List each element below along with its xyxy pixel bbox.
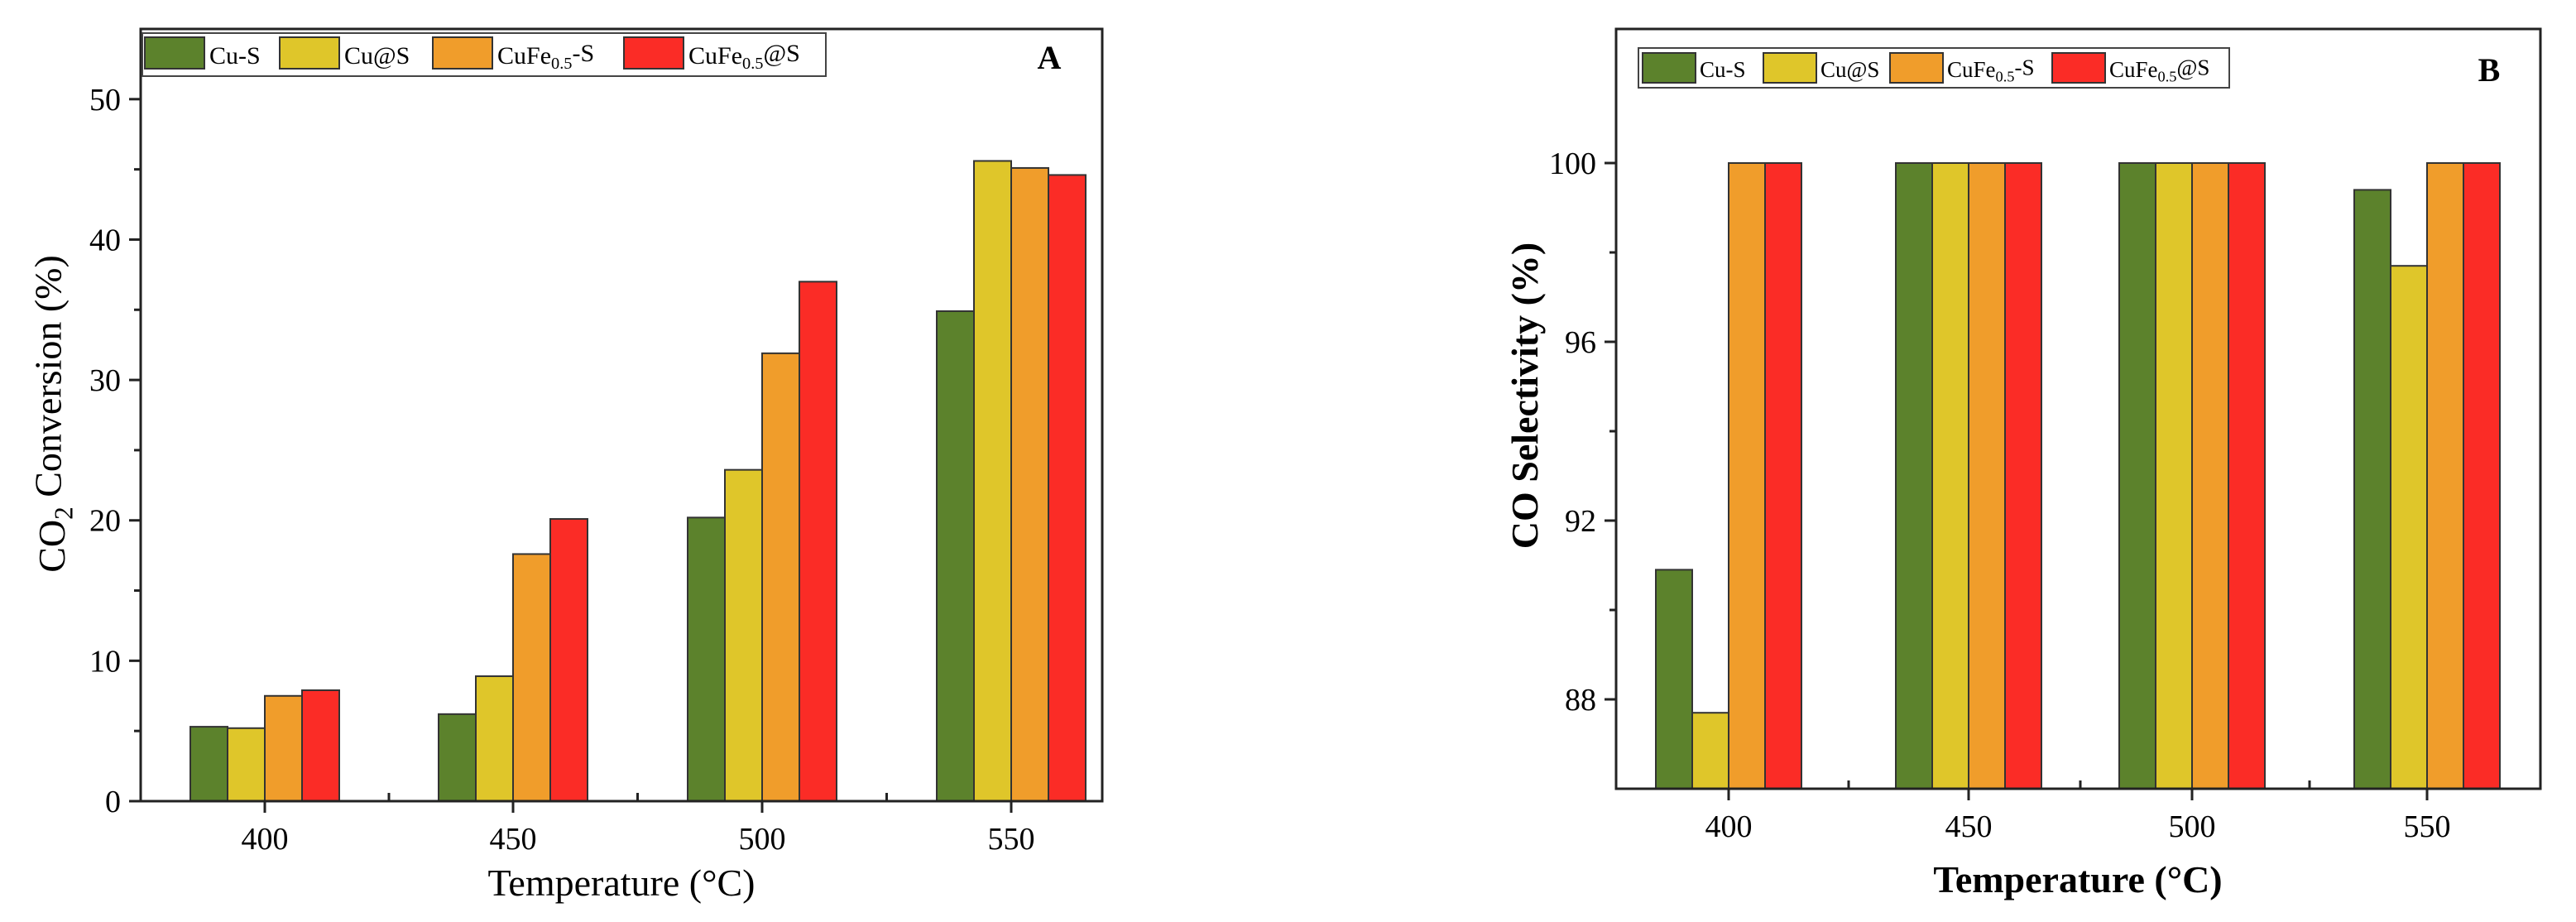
bar-cufe0-5-s-450 xyxy=(549,518,588,802)
x-tick-label-550: 550 xyxy=(2404,809,2451,844)
plot-frame-a xyxy=(139,27,1104,803)
bar-cu-s-550 xyxy=(936,310,975,802)
x-axis-title-b: Temperature (°C) xyxy=(1933,858,2222,900)
x-tick-label-400: 400 xyxy=(1705,809,1753,844)
legend-swatch-cu-at-s xyxy=(279,36,340,70)
bar-cufe0-5-s-500 xyxy=(2228,162,2266,790)
bar-cu-s-500 xyxy=(687,516,726,802)
y-tick-label-10: 10 xyxy=(89,644,121,679)
bar-cu-s-400 xyxy=(1655,569,1693,790)
panel-b: 400 450 500 550 88 92 96 100 B Cu-S Cu@S CuFe0.… xyxy=(1504,27,2542,900)
bar-cu-s-550 xyxy=(2353,189,2391,790)
x-tick-label-500: 500 xyxy=(739,822,786,857)
bar-cufe0-5-s-550 xyxy=(2426,162,2464,790)
x-axis-title-a: Temperature (°C) xyxy=(488,862,756,904)
legend-label-cufe-s: CuFe0.5​-S xyxy=(1947,55,2034,84)
bar-cu-s-500 xyxy=(2155,162,2193,790)
bar-cufe0-5-s-500 xyxy=(2191,162,2229,790)
bar-cufe0-5-s-550 xyxy=(1048,174,1087,802)
y-tick-label-50: 50 xyxy=(89,83,121,118)
y-tick-label-40: 40 xyxy=(89,223,121,257)
bar-cu-s-450 xyxy=(1931,162,1969,790)
bar-cufe0-5-s-400 xyxy=(1728,162,1766,790)
plot-frame-b xyxy=(1614,27,2542,790)
bar-cufe0-5-s-500 xyxy=(761,352,800,802)
legend-label-cu-at-s: Cu@S xyxy=(1820,57,1879,82)
x-tick-label-500: 500 xyxy=(2169,809,2216,844)
bars-b xyxy=(1655,162,2501,790)
panel-letter-a: A xyxy=(1038,39,1062,76)
bar-cufe0-5-s-450 xyxy=(512,553,551,802)
y-tick-label-100: 100 xyxy=(1549,146,1596,181)
y-tick-label-0: 0 xyxy=(105,785,121,819)
panel-letter-b: B xyxy=(2478,51,2501,89)
bar-cu-s-550 xyxy=(973,160,1012,802)
legend-a: Cu-S Cu@S CuFe0.5​-S CuFe0.5​@S xyxy=(142,32,827,77)
legend-label-cu-at-s: Cu@S xyxy=(344,42,410,70)
legend-label-cufe-s: CuFe0.5​-S xyxy=(497,40,594,73)
y-tick-label-20: 20 xyxy=(89,504,121,539)
legend-swatch-cufe-at-s xyxy=(2051,52,2106,84)
axis-ticks-b: 400 450 500 550 88 92 96 100 xyxy=(1549,146,2451,844)
legend-swatch-cufe-s xyxy=(432,36,493,70)
bar-cufe0-5-s-550 xyxy=(2463,162,2501,790)
bar-cu-s-500 xyxy=(724,468,763,803)
panel-a: 400 450 500 550 0 10 20 30 40 50 A Cu-S Cu@S CuFe… xyxy=(27,27,1104,904)
legend-label-cu-s: Cu-S xyxy=(1700,57,1746,82)
axis-ticks-a: 400 450 500 550 0 10 20 30 40 50 xyxy=(89,83,1035,857)
bars-a xyxy=(189,160,1087,803)
bar-cu-s-400 xyxy=(189,726,228,802)
legend-swatch-cu-s xyxy=(144,36,205,70)
legend-label-cufe-at-s: CuFe0.5​@S xyxy=(688,40,800,73)
bar-cufe0-5-s-500 xyxy=(799,281,837,802)
y-tick-label-88: 88 xyxy=(1565,683,1596,718)
bar-cufe0-5-s-400 xyxy=(264,694,303,802)
bar-cu-s-450 xyxy=(475,675,514,802)
legend-swatch-cufe-at-s xyxy=(623,36,684,70)
legend-label-cufe-at-s: CuFe0.5​@S xyxy=(2109,55,2209,84)
y-tick-label-96: 96 xyxy=(1565,325,1596,360)
bar-cu-s-550 xyxy=(2390,265,2428,790)
x-tick-label-550: 550 xyxy=(988,822,1035,857)
legend-swatch-cu-at-s xyxy=(1763,52,1817,84)
legend-swatch-cu-s xyxy=(1642,52,1696,84)
bar-cu-s-450 xyxy=(438,713,477,802)
bar-cu-s-400 xyxy=(1691,712,1729,790)
bar-cu-s-500 xyxy=(2118,162,2156,790)
x-tick-label-400: 400 xyxy=(242,822,289,857)
bar-cufe0-5-s-400 xyxy=(301,689,340,802)
bar-cufe0-5-s-450 xyxy=(2004,162,2042,790)
y-tick-label-92: 92 xyxy=(1565,504,1596,539)
bar-cufe0-5-s-550 xyxy=(1010,166,1049,802)
legend-swatch-cufe-s xyxy=(1889,52,1944,84)
y-tick-label-30: 30 xyxy=(89,363,121,398)
x-tick-label-450: 450 xyxy=(1945,809,1993,844)
bar-cu-s-400 xyxy=(227,727,266,802)
y-axis-title-a: CO2 Conversion (%) xyxy=(27,255,79,573)
bar-cufe0-5-s-400 xyxy=(1764,162,1802,790)
legend-b: Cu-S Cu@S CuFe0.5​-S CuFe0.5​@S xyxy=(1638,47,2230,89)
legend-label-cu-s: Cu-S xyxy=(209,42,261,70)
y-axis-title-b: CO Selectivity (%) xyxy=(1504,243,1546,549)
x-tick-label-450: 450 xyxy=(490,822,537,857)
bar-cufe0-5-s-450 xyxy=(1968,162,2006,790)
bar-cu-s-450 xyxy=(1895,162,1933,790)
